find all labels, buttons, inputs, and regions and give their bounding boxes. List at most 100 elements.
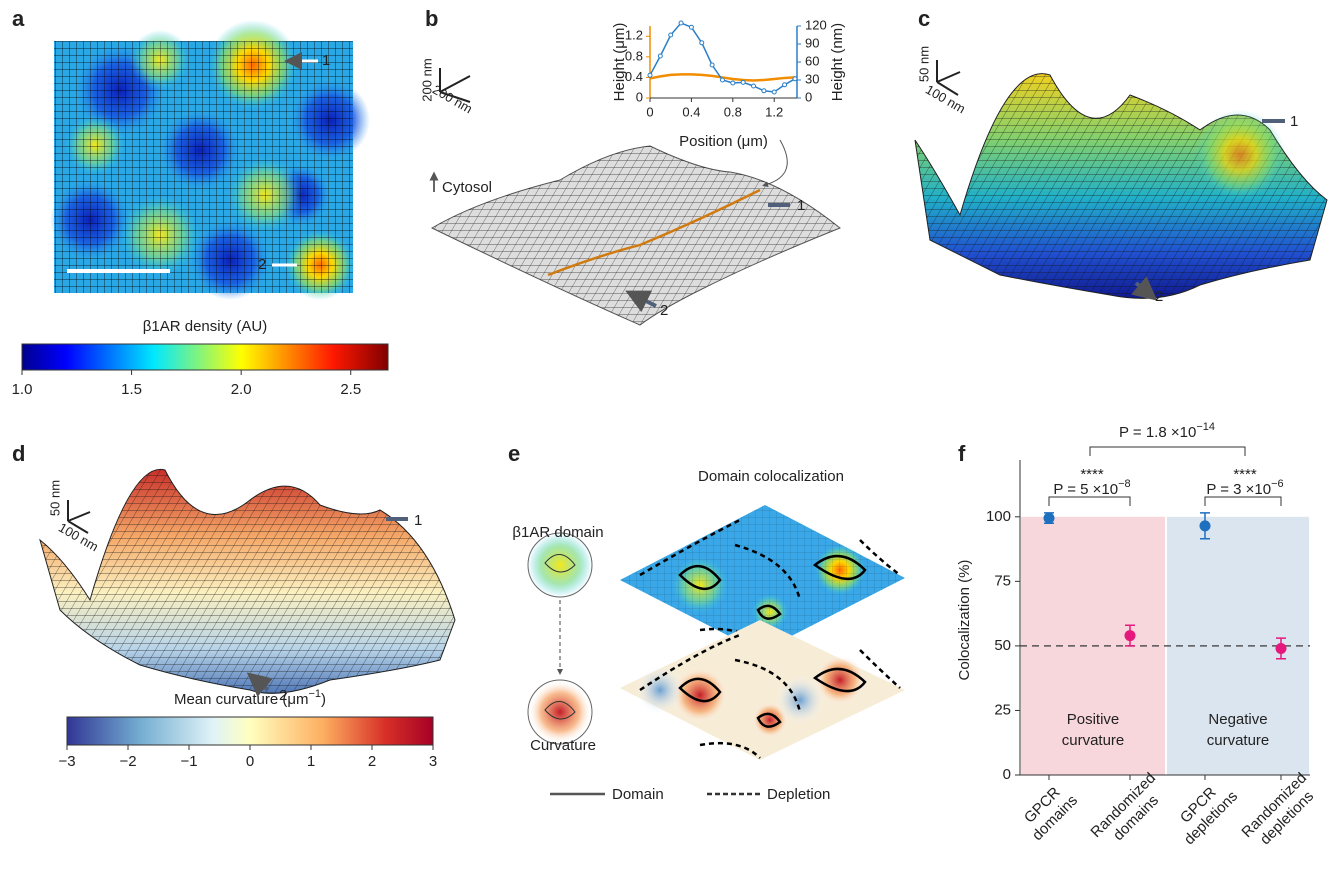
colorbar-tick-label: 2 (368, 753, 376, 770)
height-surface (915, 60, 1327, 298)
y2-tick-label: 120 (805, 17, 827, 32)
x-tick-label: 1.2 (765, 104, 783, 119)
panel-title: Domain colocalization (698, 468, 844, 485)
y-axis-label: Colocalization (%) (956, 560, 973, 681)
panel-label: a (12, 6, 25, 31)
arrow-label: 1 (1290, 113, 1298, 130)
region-label: curvature (1207, 732, 1270, 749)
point (710, 63, 714, 67)
point (720, 78, 724, 82)
colorbar (22, 344, 388, 370)
bracket (1205, 497, 1281, 506)
scale-label: 50 nm (47, 480, 62, 516)
y-tick-label: 100 (986, 508, 1011, 525)
arrow-label: 2 (279, 687, 287, 704)
p-value-exponent: −14 (1196, 421, 1215, 433)
point (679, 21, 683, 25)
scale-label: 200 nm (430, 82, 475, 117)
x-tick-label: 0 (646, 104, 653, 119)
point (700, 41, 704, 45)
y2-axis-label: Height (nm) (829, 23, 846, 101)
point (689, 25, 693, 29)
panel-label: c (918, 6, 930, 31)
colorbar-title-text: β1AR density (AU) (143, 318, 268, 335)
colorbar-tick-label: 2.0 (231, 381, 252, 398)
panel-label: b (425, 6, 438, 31)
colorbar-tick-label: 1 (307, 753, 315, 770)
colorbar-tick-label: 1.5 (121, 381, 142, 398)
y-tick-label: 0 (1003, 766, 1011, 783)
point (648, 73, 652, 77)
point (731, 81, 735, 85)
colorbar-title-text: Mean curvature (μm (174, 691, 309, 708)
colorbar-tick-label: −2 (119, 753, 136, 770)
point (1125, 630, 1136, 641)
y-axis-label: Height (μm) (611, 23, 628, 102)
arrow-label: 2 (660, 302, 668, 319)
colorbar-title-end: ) (321, 691, 326, 708)
colorbar-tick-label: 2.5 (340, 381, 361, 398)
point (1200, 520, 1211, 531)
panel-label: e (508, 441, 520, 466)
p-value-text: P = 3 ×10 (1206, 481, 1271, 498)
scale-label: 100 nm (56, 520, 101, 555)
p-value-text: P = 1.8 ×10 (1119, 424, 1196, 441)
region-label: Positive (1067, 711, 1120, 728)
colorbar (67, 717, 433, 745)
figure: a b c d e f 1 2 1.0 1.5 2.0 2.5 β1AR density (AU) −3 −… (0, 0, 1333, 870)
curvature-label: Curvature (530, 737, 596, 754)
scale-label: 50 nm (916, 46, 931, 82)
region-label: curvature (1062, 732, 1125, 749)
point (658, 54, 662, 58)
y-tick-label: 75 (994, 572, 1011, 589)
p-value: P = 5 ×10−8 (1053, 478, 1130, 498)
arrow-label: 1 (414, 512, 422, 529)
arrow-label: 2 (258, 256, 266, 273)
y2-tick-label: 90 (805, 35, 819, 50)
x-tick-label: 0.8 (724, 104, 742, 119)
legend-label: Depletion (767, 786, 830, 803)
colorbar-title: β1AR density (AU) (143, 318, 268, 335)
p-value-text: P = 5 ×10 (1053, 481, 1118, 498)
y-tick-label: 0 (636, 89, 643, 104)
curvature-surface (40, 469, 455, 693)
y2-tick-label: 60 (805, 53, 819, 68)
cytosol-label: Cytosol (442, 179, 492, 196)
panel-label: d (12, 441, 25, 466)
panel-label: f (958, 441, 966, 466)
legend-label: Domain (612, 786, 664, 803)
colorbar-title: Mean curvature (μm−1) (174, 688, 326, 708)
p-value-exponent: −8 (1118, 478, 1131, 490)
y2-tick-label: 30 (805, 71, 819, 86)
bracket (1049, 497, 1130, 506)
region-label: Negative (1208, 711, 1267, 728)
arrow-label: 2 (1155, 288, 1163, 305)
y-tick-label: 50 (994, 637, 1011, 654)
y-tick-label: 25 (994, 701, 1011, 718)
y2-tick-label: 0 (805, 89, 812, 104)
point (669, 33, 673, 37)
point (741, 80, 745, 84)
colorbar-tick-label: 1.0 (12, 381, 33, 398)
colorbar-tick-label: −1 (180, 753, 197, 770)
colorbar-tick-label: −3 (58, 753, 75, 770)
arrow-label: 1 (797, 197, 805, 214)
point (783, 83, 787, 87)
arrow-label: 1 (322, 52, 330, 69)
colorbar-title-sup: −1 (308, 688, 321, 700)
x-tick-label: 0.4 (682, 104, 700, 119)
colorbar-tick-label: 3 (429, 753, 437, 770)
colorbar-tick-label: 0 (246, 753, 254, 770)
p-value-exponent: −6 (1271, 478, 1284, 490)
domain-label: β1AR domain (512, 524, 603, 541)
point (762, 89, 766, 93)
point (1044, 513, 1055, 524)
p-value: P = 3 ×10−6 (1206, 478, 1283, 498)
point (793, 77, 797, 81)
point (752, 84, 756, 88)
point (772, 90, 776, 94)
